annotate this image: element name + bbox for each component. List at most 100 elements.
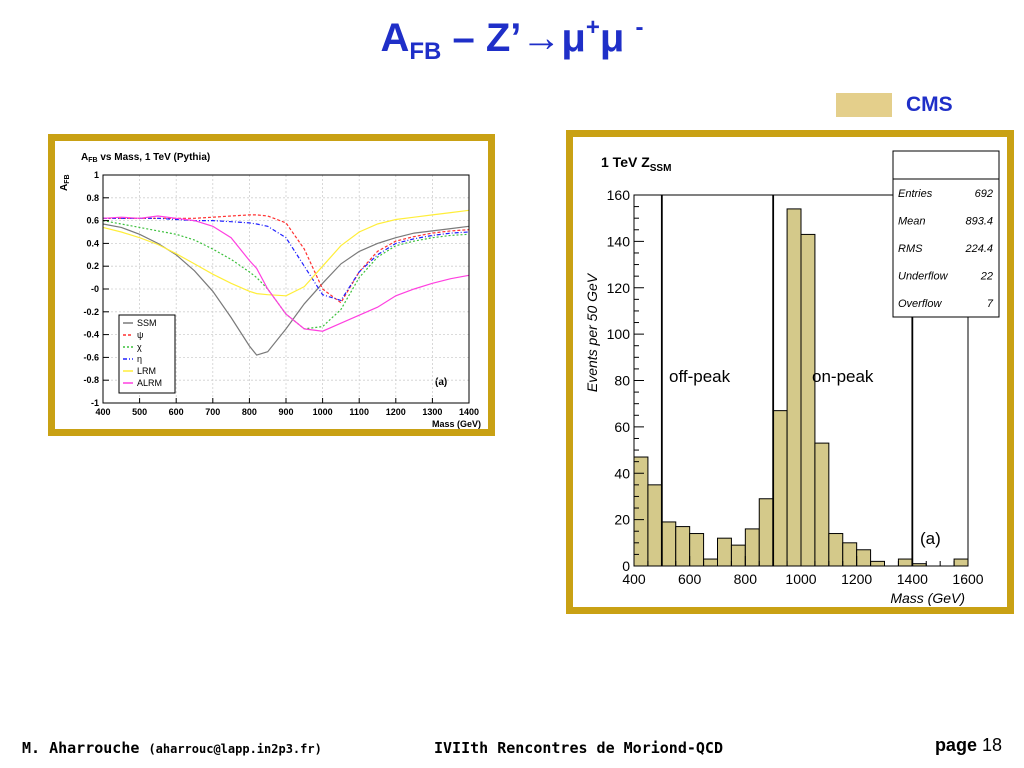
hist-stat-label: Mean	[898, 215, 926, 227]
afb-ytick-label: 0.4	[86, 238, 99, 248]
afb-xtick-label: 400	[95, 407, 110, 417]
afb-xtick-label: 1400	[459, 407, 479, 417]
hist-ytick-label: 40	[614, 465, 630, 481]
hist-ytick-label: 20	[614, 512, 630, 528]
hist-stat-label: RMS	[898, 243, 923, 255]
hist-stat-value: 224.4	[964, 243, 993, 255]
hist-bar	[828, 533, 844, 567]
afb-series-line	[102, 215, 470, 332]
hist-x-axis-label: Mass (GeV)	[890, 590, 965, 606]
afb-xtick-label: 600	[169, 407, 184, 417]
title-sup1: +	[585, 14, 600, 41]
cms-legend: CMS	[836, 93, 953, 117]
off-peak-label: off-peak	[669, 367, 731, 386]
afb-series-line	[103, 217, 470, 302]
hist-bar	[814, 442, 830, 567]
hist-bar	[703, 558, 718, 567]
afb-ytick-label: -0	[91, 284, 99, 294]
page-number: page 18	[935, 735, 1002, 756]
hist-stat-label: Overflow	[898, 298, 942, 310]
afb-legend-label: LRM	[137, 366, 156, 376]
afb-y-axis-label: AFB	[59, 174, 71, 191]
hist-stat-label: Underflow	[898, 271, 949, 283]
afb-xtick-label: 800	[242, 407, 257, 417]
hist-stat-value: 893.4	[965, 215, 993, 227]
afb-xtick-label: 500	[132, 407, 147, 417]
title-main: A	[380, 16, 410, 60]
afb-chart-title: AFB vs Mass, 1 TeV (Pythia)	[81, 152, 210, 164]
afb-ytick-label: -0.6	[83, 352, 99, 362]
afb-legend-box	[118, 314, 176, 394]
hist-bar	[647, 484, 663, 567]
hist-bar	[675, 526, 691, 567]
hist-stat-value: 692	[975, 188, 993, 200]
afb-ytick-label: 0.6	[86, 216, 99, 226]
afb-xtick-label: 1200	[386, 407, 406, 417]
title-sup2: -	[635, 14, 644, 41]
hist-bar	[953, 558, 969, 567]
hist-stat-value: 7	[987, 298, 994, 310]
hist-bar	[786, 208, 802, 567]
title-sub: FB	[409, 38, 442, 65]
afb-legend-label: SSM	[137, 318, 157, 328]
hist-xtick-label: 800	[734, 571, 758, 587]
hist-xtick-label: 400	[622, 571, 646, 587]
author-email: (aharrouc@lapp.in2p3.fr)	[148, 742, 322, 756]
afb-legend-label: ψ	[137, 330, 143, 340]
page-value: 18	[981, 735, 1002, 755]
hist-bar	[661, 521, 677, 567]
hist-ytick-label: 60	[614, 419, 630, 435]
cms-swatch	[836, 93, 892, 117]
hist-xtick-label: 1000	[785, 571, 816, 587]
afb-chart-frame: AFB vs Mass, 1 TeV (Pythia) AFB Mass (Ge…	[48, 134, 495, 436]
afb-ytick-label: -0.2	[83, 307, 99, 317]
hist-bar	[689, 533, 705, 567]
afb-xtick-label: 1000	[313, 407, 333, 417]
hist-stat-label: Entries	[898, 188, 933, 200]
hist-bar	[842, 542, 858, 567]
hist-ytick-label: 100	[607, 326, 631, 342]
afb-ytick-label: -1	[91, 398, 99, 408]
hist-xtick-label: 1600	[952, 571, 983, 587]
hist-xtick-label: 600	[678, 571, 702, 587]
afb-x-axis-label: Mass (GeV)	[432, 419, 481, 429]
slide-title: AFB – Z’→μ+μ -	[0, 14, 1024, 66]
hist-chart-title: 1 TeV ZSSM	[601, 154, 671, 174]
page-label: page	[934, 735, 977, 755]
hist-bar	[897, 558, 913, 567]
hist-ytick-label: 120	[607, 280, 631, 296]
afb-annotation: (a)	[435, 377, 447, 388]
afb-ytick-label: 0.8	[86, 193, 99, 203]
hist-ytick-label: 140	[607, 233, 631, 249]
histogram-chart: 1 TeV ZSSM Events per 50 GeV Mass (GeV) …	[584, 150, 1000, 606]
afb-chart: AFB vs Mass, 1 TeV (Pythia) AFB Mass (Ge…	[59, 152, 481, 429]
hist-ytick-label: 80	[614, 373, 630, 389]
hist-bar	[744, 528, 760, 567]
afb-ytick-label: -0.8	[83, 375, 99, 385]
author-name: M. Aharrouche	[22, 739, 140, 757]
afb-ytick-label: 1	[94, 170, 99, 180]
hist-bar	[717, 537, 732, 567]
hist-stats-box	[892, 150, 1000, 318]
title-rest: – Z’→μ	[441, 16, 586, 60]
hist-stat-value: 22	[980, 271, 993, 283]
afb-plot-frame	[102, 174, 470, 404]
cms-label: CMS	[906, 93, 953, 116]
afb-series-line	[103, 214, 470, 304]
footer-author: M. Aharrouche (aharrouc@lapp.in2p3.fr)	[22, 739, 322, 757]
hist-bar	[758, 498, 774, 567]
hist-bar	[772, 410, 788, 567]
histogram-chart-frame: 1 TeV ZSSM Events per 50 GeV Mass (GeV) …	[566, 130, 1014, 614]
hist-xtick-label: 1200	[841, 571, 872, 587]
hist-y-axis-label: Events per 50 GeV	[584, 272, 600, 392]
afb-ytick-label: -0.4	[83, 330, 99, 340]
footer-conference: IVIIth Rencontres de Moriond-QCD	[434, 739, 723, 757]
afb-ytick-label: 0.2	[86, 261, 99, 271]
hist-ytick-label: 160	[607, 187, 631, 203]
afb-legend-label: η	[137, 354, 142, 364]
hist-bar	[856, 549, 872, 567]
afb-xtick-label: 700	[205, 407, 220, 417]
afb-xtick-label: 900	[278, 407, 293, 417]
hist-ytick-label: 0	[622, 558, 630, 574]
afb-xtick-label: 1100	[349, 407, 369, 417]
